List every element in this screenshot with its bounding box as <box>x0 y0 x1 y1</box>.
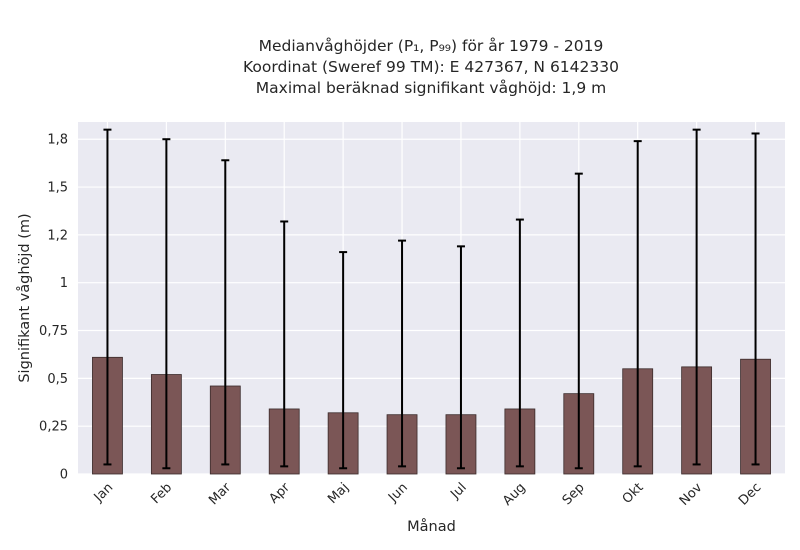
x-tick-label: Sep <box>560 480 588 508</box>
x-tick-label: Mar <box>206 480 234 508</box>
x-tick-label: Jun <box>385 480 411 506</box>
y-tick-label: 1,2 <box>47 228 68 243</box>
x-tick-label: Okt <box>620 480 647 507</box>
title-line: Maximal beräknad signifikant våghöjd: 1,… <box>256 79 606 97</box>
y-tick-label: 0,75 <box>39 324 68 339</box>
x-tick-label: Dec <box>736 480 764 508</box>
x-axis-label: Månad <box>407 518 456 535</box>
x-tick-label: Jan <box>91 480 116 505</box>
y-tick-label: 0 <box>60 468 68 483</box>
y-tick-label: 1 <box>60 276 68 291</box>
plot-background <box>78 122 785 474</box>
x-tick-label: Aug <box>500 480 529 509</box>
x-tick-label: Apr <box>267 480 294 507</box>
chart-title: Medianvåghöjder (P₁, P₉₉) för år 1979 - … <box>243 37 619 97</box>
x-tick-label: Nov <box>677 480 706 509</box>
title-line: Medianvåghöjder (P₁, P₉₉) för år 1979 - … <box>259 37 604 55</box>
error-bars <box>103 128 760 470</box>
y-tick-label: 1,5 <box>47 181 68 196</box>
y-tick-label: 0,25 <box>39 420 68 435</box>
x-tick-label: Maj <box>325 480 352 507</box>
title-line: Koordinat (Sweref 99 TM): E 427367, N 61… <box>243 58 619 76</box>
y-axis-label: Signifikant våghöjd (m) <box>16 213 33 382</box>
y-tick-labels: 0 0,25 0,5 0,75 1 1,2 1,5 1,8 <box>39 133 68 483</box>
x-tick-label: Feb <box>148 480 175 507</box>
y-tick-label: 1,8 <box>47 133 68 148</box>
x-tick-label: Jul <box>447 480 469 502</box>
y-tick-label: 0,5 <box>47 372 68 387</box>
x-tick-labels: Jan Feb Mar Apr Maj Jun Jul Aug Sep Okt Nov Dec <box>91 480 765 509</box>
